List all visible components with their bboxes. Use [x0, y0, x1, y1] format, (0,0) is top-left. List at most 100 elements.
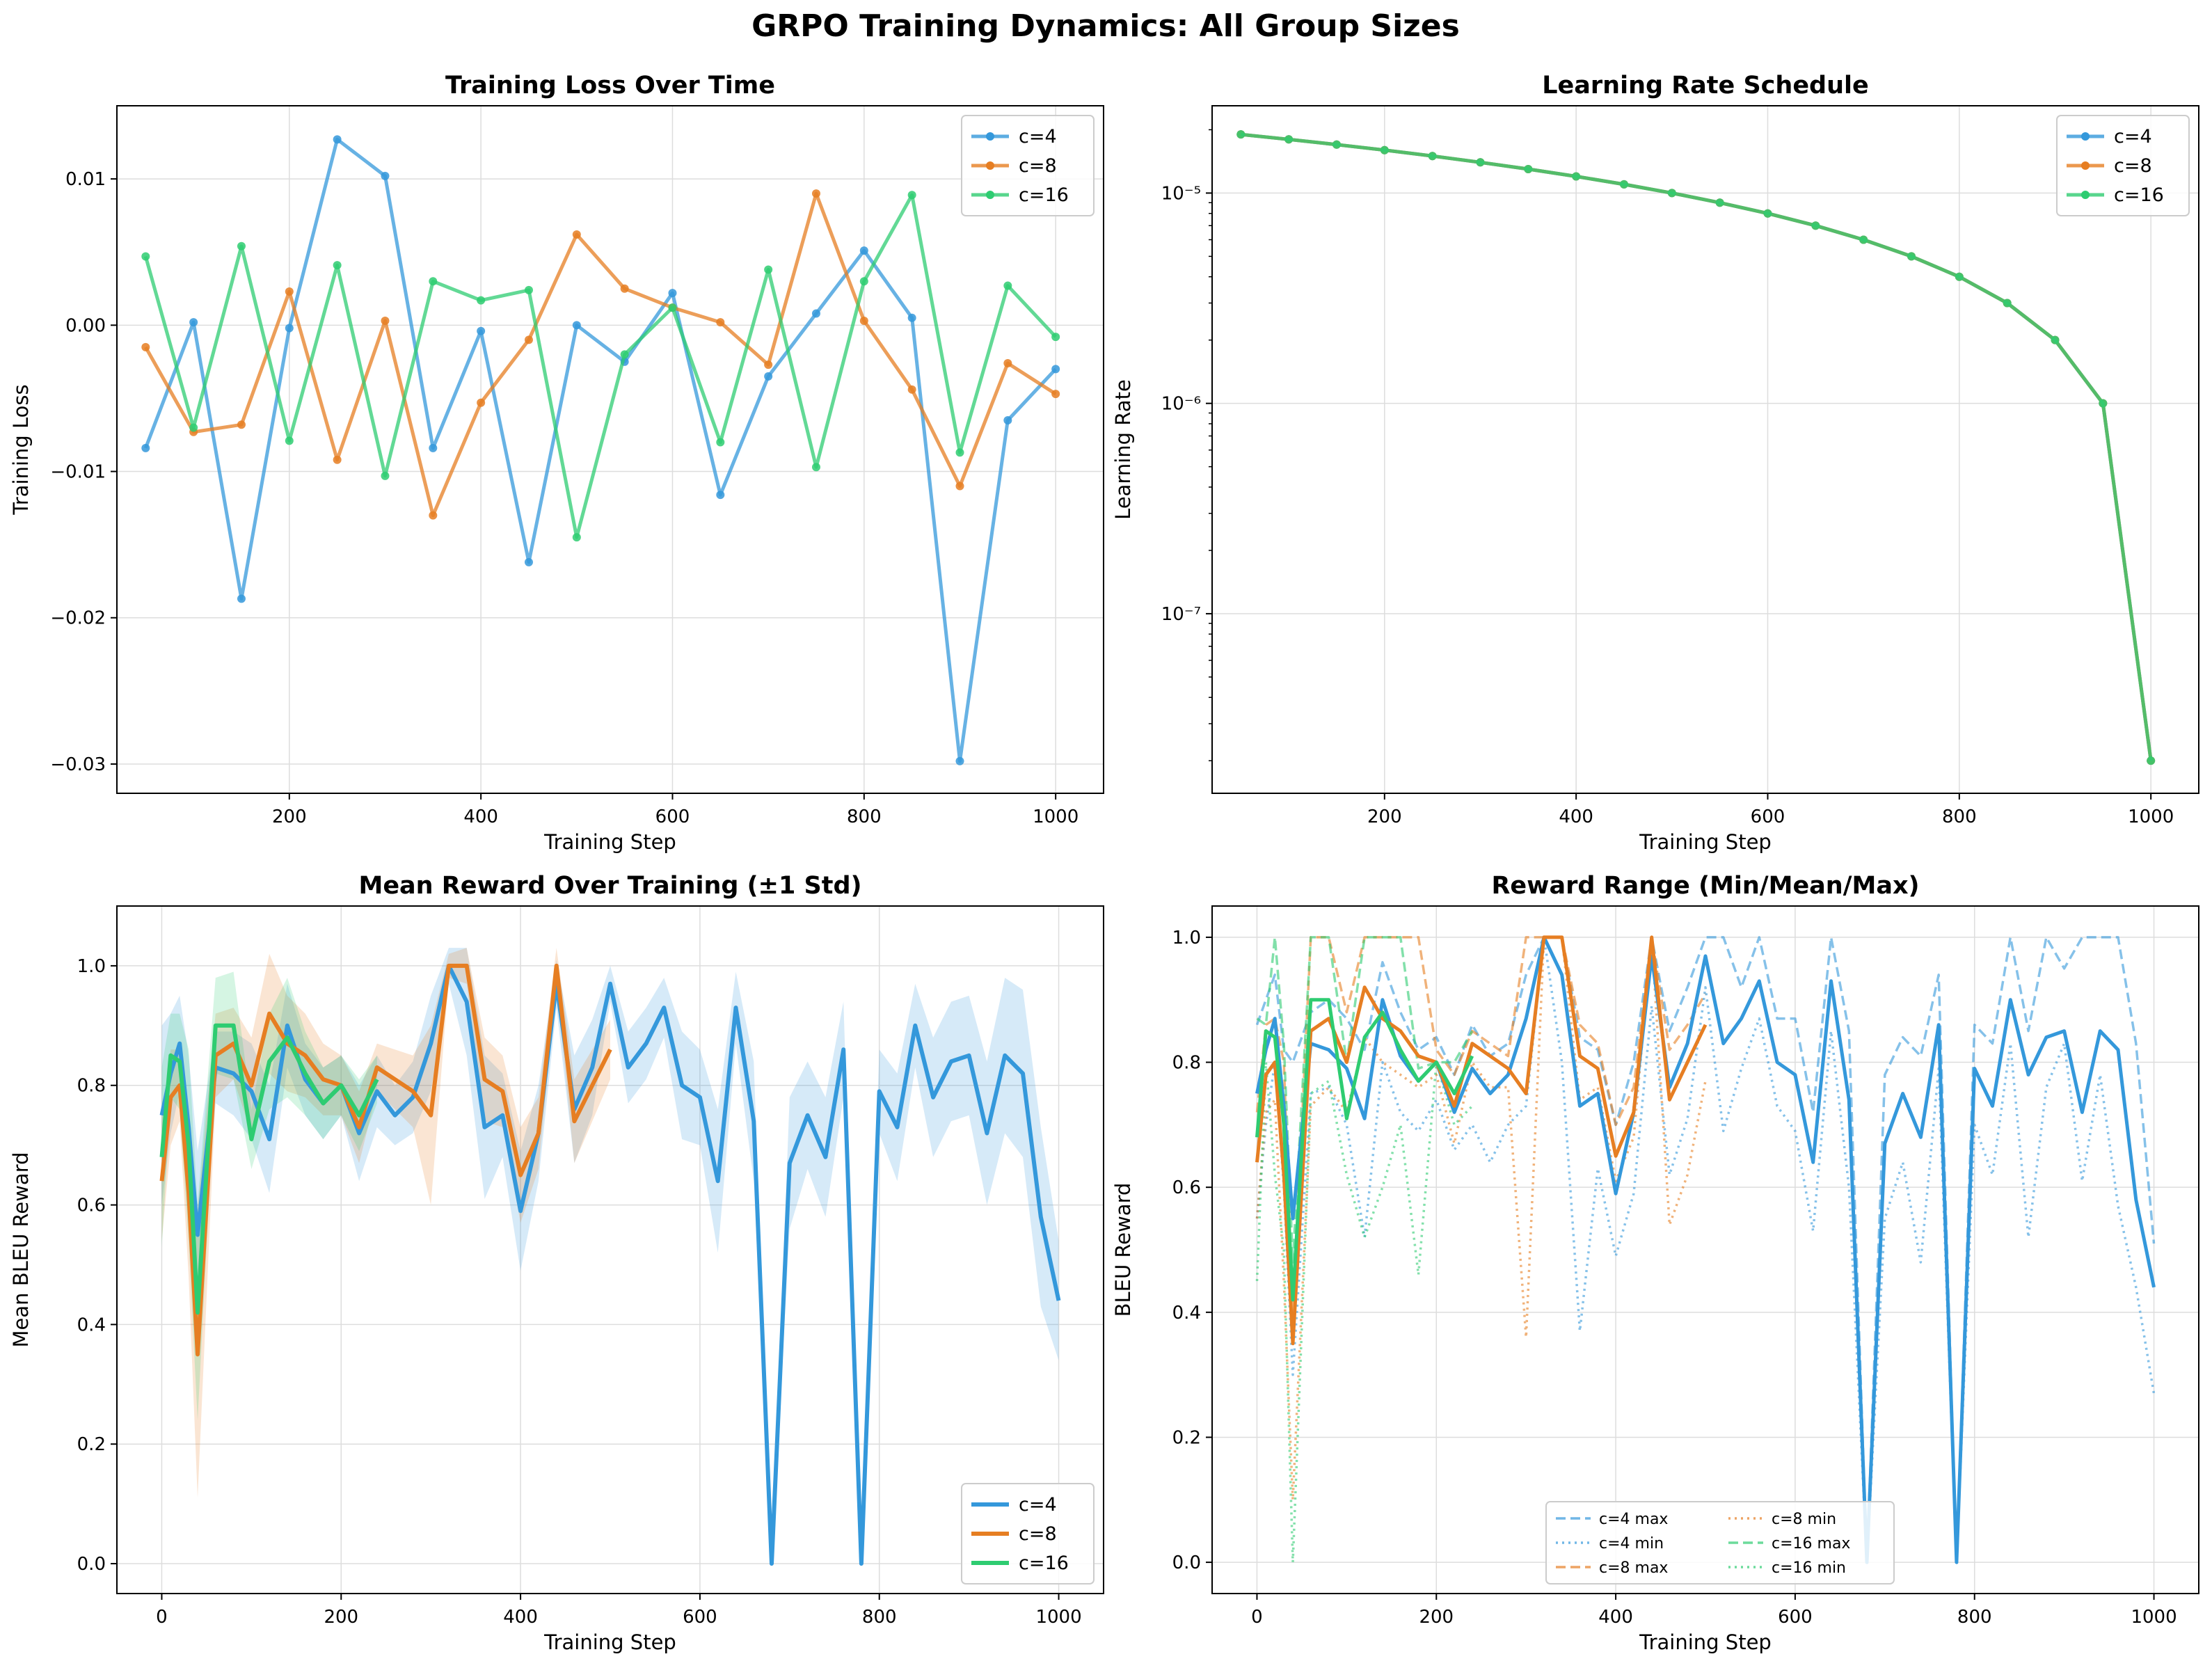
p4-xtick-label-5: 1000: [2131, 1607, 2177, 1628]
p1-point-c-8-18: [1003, 358, 1012, 367]
p1-xtick-label-3: 800: [847, 807, 882, 827]
p2-point-c-16-11: [1763, 209, 1772, 218]
p3-ylabel: Mean BLEU Reward: [9, 1152, 33, 1347]
p1-point-c-8-8: [524, 335, 533, 344]
p4-ytick-label-1: 0.2: [1172, 1427, 1201, 1448]
p4-legend: c=4 max c=4 min c=8 max c=8 min c=16 max c=16…: [1545, 1501, 1895, 1584]
p4-ytick-label-4: 0.8: [1172, 1053, 1201, 1074]
p2-point-c-16-1: [1284, 135, 1294, 144]
p2-xtick-label-2: 600: [1751, 807, 1785, 827]
p1-xlabel: Training Step: [543, 830, 676, 854]
figure-title: GRPO Training Dynamics: All Group Sizes: [751, 8, 1460, 44]
p2-series-layer: [1236, 130, 2156, 765]
p3-xtick-label-2: 400: [503, 1607, 538, 1628]
p2-legend: c=4 c=8 c=16: [2056, 115, 2190, 216]
p3-xlabel: Training Step: [543, 1630, 676, 1654]
p1-point-c-4-13: [764, 372, 773, 381]
p2-legend-marker-c-8: [2081, 161, 2090, 170]
p4-line-c-8-min: [1255, 936, 1707, 1502]
p1-point-c-8-12: [716, 318, 725, 327]
p1-point-c-8-7: [477, 398, 486, 407]
p2-xtick-label-3: 800: [1942, 807, 1977, 827]
p2-plot-area: [1212, 106, 2199, 793]
p1-point-c-8-4: [333, 455, 342, 464]
p1-point-c-16-11: [668, 303, 677, 312]
p1-point-c-16-13: [764, 265, 773, 274]
p1-legend-marker-c-16: [986, 191, 994, 199]
p1-point-c-8-16: [907, 385, 916, 394]
p1-ytick-label-1: −0.02: [50, 608, 106, 629]
p1-point-c-4-11: [668, 289, 677, 298]
p1-point-c-4-12: [716, 491, 725, 500]
p2-legend-marker-c-16: [2081, 191, 2090, 199]
p1-series-layer: [141, 135, 1060, 765]
p1-plot-area: [117, 106, 1104, 793]
p2-ylabel: Learning Rate: [1111, 379, 1135, 520]
p1-point-c-4-16: [907, 313, 916, 322]
p1-ytick-label-4: 0.01: [65, 169, 106, 190]
p3-legend-label-c-8: c=8: [1019, 1523, 1057, 1545]
p2-point-c-16-15: [1955, 272, 1964, 281]
p1-point-c-4-14: [811, 309, 820, 318]
mean-reward-panel: 0 200 400 600 800 1000 0.0 0.2 0.4 0.6 0.8 1.0 Mean …: [9, 872, 1104, 1654]
p1-point-c-8-14: [811, 189, 820, 198]
p4-ylabel: BLEU Reward: [1111, 1183, 1135, 1317]
p4-legend-label-c-4-min: c=4 min: [1599, 1535, 1664, 1552]
p2-point-c-16-17: [2051, 335, 2060, 344]
p1-point-c-4-9: [572, 321, 581, 330]
p1-point-c-4-0: [141, 443, 150, 452]
p1-xtick-label-4: 1000: [1033, 807, 1079, 827]
p2-point-c-16-6: [1524, 164, 1533, 173]
p1-point-c-8-13: [764, 360, 773, 370]
p1-line-c-8: [144, 191, 1057, 518]
p3-legend-label-c-4: c=4: [1019, 1494, 1057, 1516]
p1-point-c-4-18: [1003, 415, 1012, 424]
p1-legend-marker-c-8: [986, 161, 994, 170]
p3-legend: c=4 c=8 c=16: [961, 1483, 1095, 1584]
p3-title: Mean Reward Over Training (±1 Std): [358, 872, 861, 900]
p1-ytick-label-3: 0.00: [65, 315, 106, 336]
p2-point-c-16-18: [2099, 399, 2108, 408]
p2-line-c-16: [1241, 132, 2153, 761]
p1-point-c-4-6: [429, 443, 438, 452]
p1-point-c-16-12: [716, 438, 725, 447]
p1-point-c-16-16: [907, 191, 916, 200]
p1-point-c-16-14: [811, 463, 820, 472]
p4-legend-label-c-16-min: c=16 min: [1772, 1559, 1846, 1577]
p3-ytick-label-4: 0.8: [77, 1076, 106, 1097]
p4-frame: [1211, 905, 2199, 1594]
p4-grid: [1212, 906, 2199, 1594]
p1-point-c-8-19: [1051, 390, 1060, 399]
p3-band-c-8: [161, 948, 610, 1498]
p3-ytick-label-5: 1.0: [77, 956, 106, 977]
p1-point-c-16-0: [141, 252, 150, 261]
p1-point-c-16-9: [572, 533, 581, 542]
p4-legend-label-c-8-min: c=8 min: [1772, 1511, 1836, 1528]
p4-line-c-4-max: [1255, 936, 2156, 1564]
p1-point-c-8-15: [859, 317, 868, 326]
p3-series-layer: [159, 948, 1061, 1566]
p2-xtick-label-4: 1000: [2128, 807, 2174, 827]
p2-point-c-16-13: [1859, 235, 1868, 244]
p1-point-c-4-15: [859, 246, 868, 255]
p3-legend-label-c-16: c=16: [1019, 1552, 1069, 1574]
p3-xtick-label-4: 800: [862, 1607, 897, 1628]
p2-ytick-label-2: 10⁻⁵: [1161, 183, 1201, 204]
p2-ytick-label-1: 10⁻⁶: [1161, 394, 1201, 415]
p1-grid: [117, 106, 1104, 793]
p1-point-c-16-8: [524, 285, 533, 294]
p1-point-c-4-19: [1051, 365, 1060, 374]
p2-point-c-16-7: [1572, 172, 1581, 181]
p1-point-c-4-1: [189, 318, 198, 327]
p4-line-c-8-max: [1255, 936, 1707, 1314]
p3-xtick-label-5: 1000: [1035, 1607, 1081, 1628]
p2-point-c-16-10: [1715, 198, 1724, 207]
p1-point-c-4-8: [524, 557, 533, 566]
p4-xtick-label-4: 800: [1957, 1607, 1992, 1628]
p2-point-c-16-19: [2147, 756, 2156, 765]
p1-point-c-16-19: [1051, 333, 1060, 342]
p1-ylabel: Training Loss: [9, 384, 33, 515]
p1-legend-marker-c-4: [986, 132, 994, 141]
p3-line-c-16: [159, 1023, 379, 1315]
